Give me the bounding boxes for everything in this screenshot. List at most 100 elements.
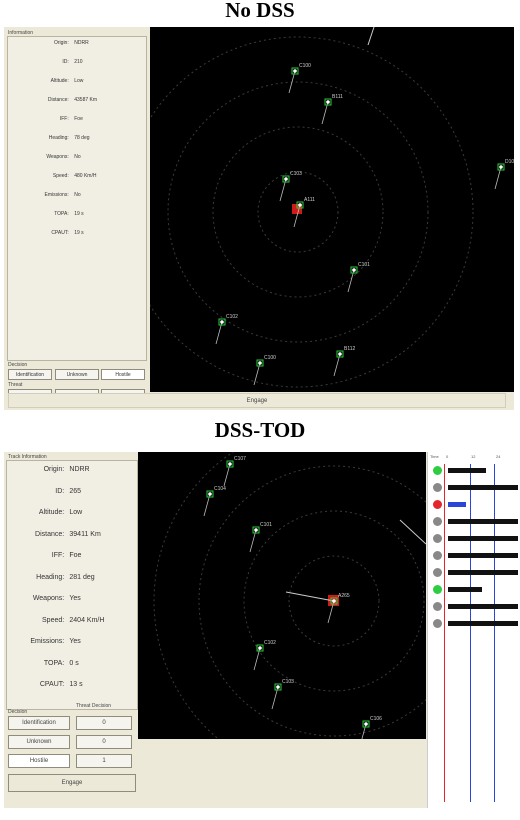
field-row: Speed: 2404 Km/H [7, 617, 137, 639]
contact-marker[interactable] [206, 490, 214, 498]
field-label: Heading: [48, 135, 69, 141]
field-row: ID: 210 [8, 59, 146, 73]
track-status-icon[interactable] [433, 534, 442, 543]
contact-vector [288, 70, 296, 94]
track-status-icon[interactable] [433, 551, 442, 560]
track-status-icon[interactable] [433, 602, 442, 611]
timeline-header-24: 24 [496, 454, 501, 459]
contact-marker[interactable] [256, 644, 264, 652]
field-value: NDRR [69, 466, 90, 473]
field-value: 0 s [69, 659, 79, 667]
no-dss-radar-display[interactable]: C100 B111 C103 A111 D102 C101 C102 B112 C100 [150, 27, 514, 392]
engage-button[interactable]: Engage [8, 774, 136, 792]
field-label: TOPA: [54, 211, 69, 217]
track-status-icon[interactable] [433, 483, 442, 492]
contact-marker[interactable] [330, 597, 338, 605]
track-info-group: Origin: NDRR ID: 265 Altitude: Low Distance: 39… [6, 460, 138, 710]
field-label: CPAUT: [51, 230, 69, 236]
hostile-button[interactable]: Hostile [101, 369, 145, 380]
contact-track[interactable]: C101 [347, 262, 370, 293]
threat-button-1[interactable]: 0 [76, 716, 132, 730]
dss-tod-radar-display[interactable]: C107 C104 C101 A265 C102 C103 C106 [138, 452, 426, 739]
field-value: 2404 Km/H [69, 616, 105, 624]
contact-track[interactable]: C107 [223, 456, 246, 487]
unknown-button[interactable]: Unknown [55, 369, 99, 380]
track-status-icon[interactable] [433, 585, 442, 594]
track-status-icon[interactable] [433, 466, 442, 475]
contact-track[interactable]: B111 [321, 94, 343, 125]
contact-vector [253, 647, 261, 671]
field-label: Altitude: [50, 78, 69, 84]
contact-dot [258, 646, 262, 650]
identification-button[interactable]: Identification [8, 716, 70, 730]
contact-label: C103 [290, 171, 302, 177]
threat-caption: Threat [8, 382, 23, 388]
contact-track[interactable]: D102 [494, 159, 514, 190]
contact-label: C102 [264, 640, 276, 646]
contact-track[interactable]: C100 [253, 355, 276, 386]
track-status-icon[interactable] [433, 619, 442, 628]
contact-track[interactable]: A265 [327, 593, 350, 624]
threat-button-2[interactable]: 0 [76, 735, 132, 749]
timeline-marker-line-1 [470, 464, 471, 802]
contact-marker[interactable] [282, 175, 290, 183]
field-label: IFF: [59, 116, 69, 122]
contact-track[interactable]: C104 [203, 486, 226, 517]
field-row: Origin: NDRR [8, 40, 146, 54]
contact-label: B112 [344, 346, 356, 352]
contact-vector [279, 178, 287, 202]
field-row: CPAUT: 19 s [8, 230, 146, 244]
identification-button[interactable]: Identification [8, 369, 52, 380]
track-status-icon[interactable] [433, 500, 442, 509]
contact-marker[interactable] [256, 359, 264, 367]
contact-track[interactable]: C106 [360, 716, 382, 739]
contact-track[interactable]: C101 [249, 522, 272, 553]
contact-dot [258, 361, 262, 365]
contact-dot [293, 69, 297, 73]
field-value: 19 s [74, 211, 84, 217]
contact-track[interactable]: C100 [288, 63, 311, 94]
track-time-bar [448, 536, 518, 541]
contact-track[interactable]: C103 [271, 679, 294, 710]
hostile-button[interactable]: Hostile [8, 754, 70, 768]
field-value: Yes [69, 595, 81, 602]
contact-marker[interactable] [324, 98, 332, 106]
contact-marker[interactable] [274, 683, 282, 691]
threat-timeline-panel: Time 0 12 24 [427, 452, 518, 808]
threat-button-3[interactable]: 1 [76, 754, 132, 768]
field-row: Altitude: Low [8, 78, 146, 92]
field-value: 39411 Km [69, 530, 101, 538]
contact-marker[interactable] [252, 526, 260, 534]
field-label: Speed: [42, 616, 65, 624]
info-group: Origin: NDRR ID: 210 Altitude: Low Distance: 43… [7, 36, 147, 361]
contact-track[interactable]: B112 [333, 346, 356, 377]
threat-decision-caption: Threat Decision [76, 703, 112, 709]
field-row: Weapons: No [8, 154, 146, 168]
track-status-icon[interactable] [433, 568, 442, 577]
engage-button[interactable]: Engage [8, 393, 506, 408]
field-value: 13 s [69, 681, 83, 688]
track-time-bar [448, 519, 518, 524]
contact-marker[interactable] [291, 67, 299, 75]
unknown-button[interactable]: Unknown [8, 735, 70, 749]
contact-marker[interactable] [350, 266, 358, 274]
field-label: TOPA: [43, 659, 65, 667]
contact-vector [327, 600, 335, 624]
contact-track[interactable]: C102 [253, 640, 276, 671]
track-status-icon[interactable] [433, 517, 442, 526]
contact-track[interactable]: C102 [215, 314, 238, 345]
contact-marker[interactable] [296, 201, 304, 209]
contact-dot [298, 203, 302, 207]
contact-marker[interactable] [497, 163, 505, 171]
contact-track[interactable]: C103 [279, 171, 302, 202]
contact-dot [284, 177, 288, 181]
contact-marker[interactable] [362, 720, 370, 728]
dss-tod-radar-svg: C107 C104 C101 A265 C102 C103 C106 [153, 452, 426, 739]
contact-marker[interactable] [226, 460, 234, 468]
contact-track[interactable]: A111 [293, 197, 315, 228]
contact-marker[interactable] [218, 318, 226, 326]
field-value: 19 s [74, 230, 84, 236]
field-label: ID: [55, 487, 65, 495]
dss-tod-window: Track Information Origin: NDRR ID: 265 Altit… [4, 452, 518, 808]
contact-marker[interactable] [336, 350, 344, 358]
